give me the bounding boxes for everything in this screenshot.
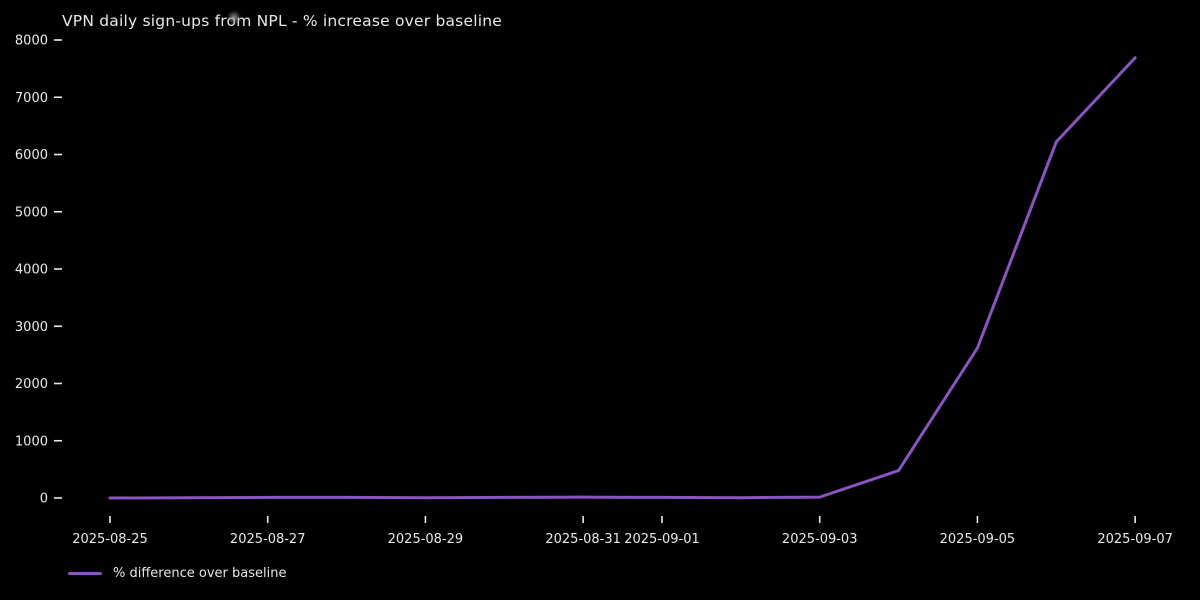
x-tick-label: 2025-08-25	[72, 532, 148, 547]
y-tick-label: 8000	[15, 34, 48, 49]
x-tick-label: 2025-09-03	[782, 532, 858, 547]
x-tick-label: 2025-08-31	[545, 532, 621, 547]
y-tick-label: 1000	[15, 434, 48, 449]
x-tick-label: 2025-09-01	[624, 532, 700, 547]
chart-title: VPN daily sign-ups from NPL - % increase…	[62, 12, 502, 30]
y-tick-label: 2000	[15, 377, 48, 392]
legend: % difference over baseline	[68, 566, 286, 581]
y-tick-label: 5000	[15, 205, 48, 220]
y-tick-label: 7000	[15, 91, 48, 106]
legend-line-swatch	[68, 572, 102, 575]
y-tick-label: 6000	[15, 148, 48, 163]
legend-label: % difference over baseline	[113, 566, 287, 581]
x-tick-label: 2025-08-29	[388, 532, 464, 547]
x-tick-label: 2025-08-27	[230, 532, 306, 547]
y-tick-label: 4000	[15, 263, 48, 278]
y-tick-label: 3000	[15, 320, 48, 335]
y-tick-label: 0	[40, 492, 48, 507]
x-tick-label: 2025-09-07	[1097, 532, 1173, 547]
series-line	[108, 56, 1137, 500]
x-tick-label: 2025-09-05	[940, 532, 1016, 547]
